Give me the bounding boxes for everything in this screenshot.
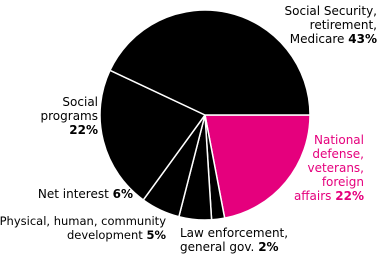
slice-label: Law enforcement, general gov. 2% xyxy=(180,226,295,254)
slice-label: Physical, human, community development 5… xyxy=(0,214,166,242)
value-label: 22% xyxy=(69,123,98,137)
category-label: Law enforcement, general gov. xyxy=(180,226,289,254)
value-label: 6% xyxy=(112,187,133,201)
category-label: Physical, human, community development xyxy=(0,214,166,242)
category-label: National defense, veterans, foreign affa… xyxy=(293,133,364,203)
value-label: 2% xyxy=(258,240,279,254)
pie-slice xyxy=(204,114,311,220)
pie-slice xyxy=(108,9,311,116)
slice-label: National defense, veterans, foreign affa… xyxy=(284,133,364,203)
category-label: Social Security, retirement, Medicare xyxy=(284,4,377,46)
category-label: Social programs xyxy=(40,95,98,123)
slice-label: Social programs 22% xyxy=(34,95,98,137)
category-label: Net interest xyxy=(37,187,109,201)
value-label: 43% xyxy=(348,32,377,46)
value-label: 5% xyxy=(146,228,166,242)
slice-label: Social Security, retirement, Medicare 43… xyxy=(267,4,377,46)
slice-label: Net interest 6% xyxy=(38,187,133,201)
value-label: 22% xyxy=(335,189,364,203)
